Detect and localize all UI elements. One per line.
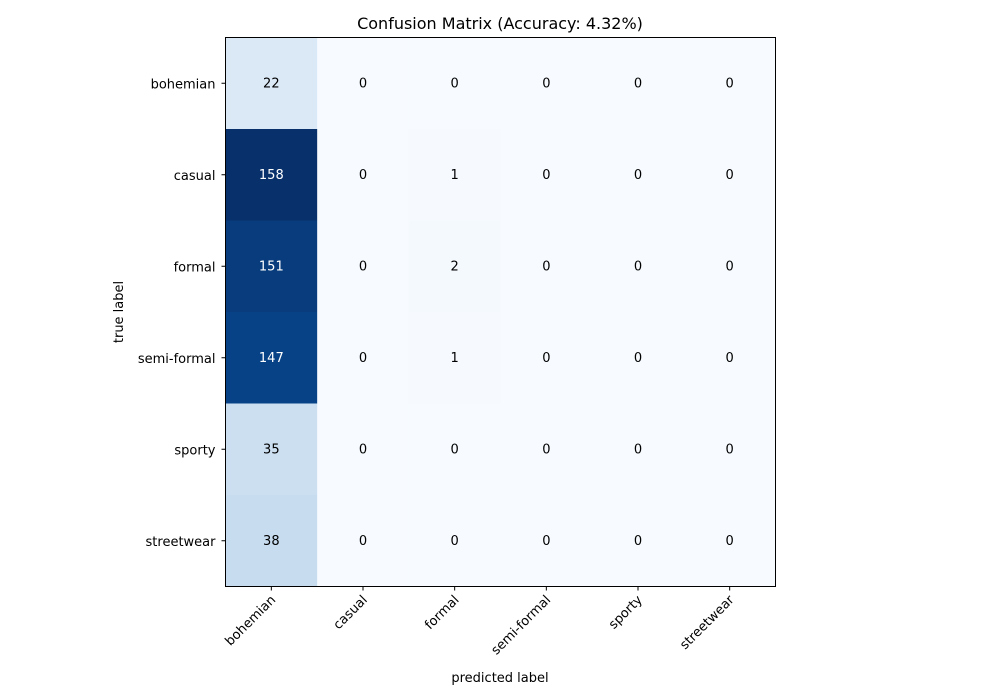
heatmap-cell [500, 37, 593, 130]
y-tick-label: sporty [174, 443, 215, 458]
cell-value-label: 1 [451, 351, 459, 366]
heatmap-cell [683, 220, 776, 313]
heatmap-cell [500, 129, 593, 221]
cell-value-label: 0 [359, 351, 367, 366]
cell-value-label: 0 [359, 76, 367, 91]
cell-value-label: 0 [634, 534, 642, 549]
cell-value-label: 0 [726, 168, 734, 183]
cell-value-label: 0 [359, 534, 367, 549]
heatmap-cell [408, 129, 501, 221]
heatmap-cell [683, 495, 776, 587]
heatmap-cell [225, 129, 318, 221]
cell-value-label: 0 [359, 259, 367, 274]
heatmap-cell [683, 129, 776, 221]
heatmap-cell [592, 312, 685, 404]
cell-value-label: 0 [634, 76, 642, 91]
heatmap-cells [225, 37, 776, 587]
cell-value-label: 0 [634, 259, 642, 274]
cell-value-label: 0 [726, 259, 734, 274]
cell-value-label: 0 [359, 442, 367, 457]
heatmap-cell [225, 37, 318, 130]
cell-value-label: 0 [634, 442, 642, 457]
cell-value-label: 0 [726, 442, 734, 457]
chart-title: Confusion Matrix (Accuracy: 4.32%) [357, 14, 643, 33]
y-tick-label: casual [174, 169, 216, 184]
heatmap-cell [408, 37, 501, 130]
cell-value-label: 0 [634, 168, 642, 183]
heatmap-cell [317, 312, 410, 404]
y-axis-ticks: bohemian casual formal semi-formal sporty str… [138, 77, 226, 550]
heatmap-cell [317, 37, 410, 130]
cell-value-label: 0 [726, 76, 734, 91]
cell-value-label: 0 [726, 534, 734, 549]
cell-value-label: 0 [451, 534, 459, 549]
cell-value-label: 158 [259, 168, 284, 183]
heatmap-cell [592, 220, 685, 313]
heatmap-cell [317, 220, 410, 313]
cell-value-label: 0 [542, 351, 550, 366]
heatmap-cell [683, 312, 776, 404]
heatmap-cell [592, 129, 685, 221]
cell-value-label: 0 [542, 259, 550, 274]
plot-frame [225, 37, 776, 587]
cell-value-label: 0 [726, 351, 734, 366]
cell-value-label: 35 [263, 442, 280, 457]
cell-value-label: 0 [542, 534, 550, 549]
heatmap-cell [592, 403, 685, 496]
heatmap-cell [225, 495, 318, 587]
cell-value-label: 0 [542, 76, 550, 91]
y-tick-label: bohemian [151, 77, 216, 92]
y-tick-label: streetwear [146, 535, 217, 550]
heatmap-cell [317, 403, 410, 496]
y-axis-label: true label [112, 281, 127, 343]
heatmap-cell [408, 403, 501, 496]
y-tick-label: formal [174, 260, 216, 275]
heatmap-cell [408, 220, 501, 313]
heatmap-cell [500, 495, 593, 587]
heatmap-cell [500, 220, 593, 313]
heatmap-cell [683, 403, 776, 496]
heatmap-cell [225, 403, 318, 496]
cell-value-label: 38 [263, 534, 280, 549]
cell-value-label: 0 [359, 168, 367, 183]
cell-value-label: 0 [634, 351, 642, 366]
heatmap-cell [592, 37, 685, 130]
heatmap-cell [408, 312, 501, 404]
x-axis-label: predicted label [451, 671, 548, 686]
cell-value-label: 22 [263, 76, 280, 91]
heatmap-cell [500, 312, 593, 404]
cell-value-label: 151 [259, 259, 284, 274]
heatmap-cell [317, 495, 410, 587]
heatmap-cell [683, 37, 776, 130]
cell-value-label: 147 [259, 351, 284, 366]
cell-value-label: 0 [451, 442, 459, 457]
heatmap-cell [225, 312, 318, 404]
heatmap-cell [317, 129, 410, 221]
heatmap-cell [408, 495, 501, 587]
heatmap-cell [225, 220, 318, 313]
heatmap-cell [592, 495, 685, 587]
cell-value-label: 0 [542, 442, 550, 457]
cell-value-labels: 22 0 0 0 0 0 158 0 1 0 0 0 151 0 2 0 0 0 147 0 1 0 0 0 35 0 0 0 0 0 38… [259, 76, 734, 549]
cell-value-label: 2 [451, 259, 459, 274]
cell-value-label: 0 [542, 168, 550, 183]
cell-value-label: 1 [451, 168, 459, 183]
cell-value-label: 0 [451, 76, 459, 91]
y-tick-label: semi-formal [138, 352, 216, 367]
heatmap-cell [500, 403, 593, 496]
